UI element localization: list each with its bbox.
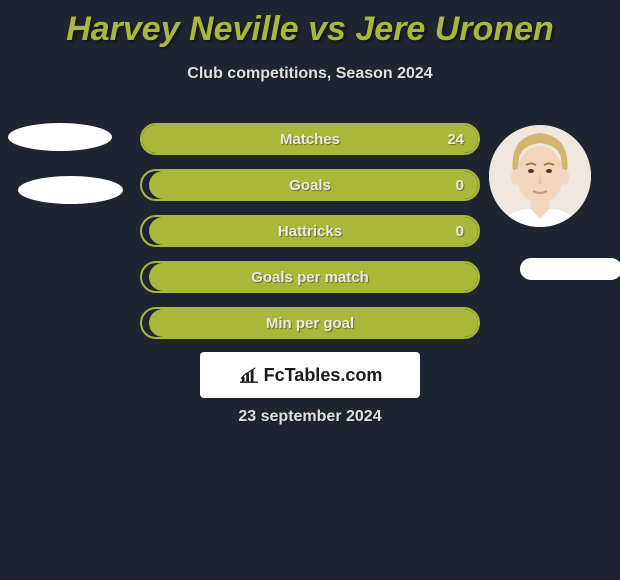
date-text: 23 september 2024 bbox=[0, 408, 620, 426]
stat-row-min-per-goal: Min per goal bbox=[140, 307, 480, 339]
site-logo: FcTables.com bbox=[200, 352, 420, 398]
player-left-placeholder-1 bbox=[8, 123, 112, 151]
stat-value-right: 24 bbox=[447, 125, 464, 153]
stat-row-goals-per-match: Goals per match bbox=[140, 261, 480, 293]
stat-row-goals: Goals 0 bbox=[140, 169, 480, 201]
player-right-avatar bbox=[489, 125, 591, 227]
stat-row-matches: Matches 24 bbox=[140, 123, 480, 155]
logo-text: FcTables.com bbox=[264, 365, 383, 386]
stat-row-hattricks: Hattricks 0 bbox=[140, 215, 480, 247]
stat-label: Goals per match bbox=[142, 263, 478, 291]
stat-label: Hattricks bbox=[142, 217, 478, 245]
page-title: Harvey Neville vs Jere Uronen bbox=[0, 0, 620, 49]
bar-chart-icon bbox=[238, 366, 260, 384]
player-right-flag bbox=[520, 258, 620, 280]
stat-label: Goals bbox=[142, 171, 478, 199]
subtitle: Club competitions, Season 2024 bbox=[0, 65, 620, 83]
stat-label: Matches bbox=[142, 125, 478, 153]
stat-label: Min per goal bbox=[142, 309, 478, 337]
stats-container: Matches 24 Goals 0 Hattricks 0 Goals per… bbox=[140, 123, 480, 353]
player-left-placeholder-2 bbox=[18, 176, 123, 204]
stat-value-right: 0 bbox=[456, 171, 464, 199]
stat-value-right: 0 bbox=[456, 217, 464, 245]
